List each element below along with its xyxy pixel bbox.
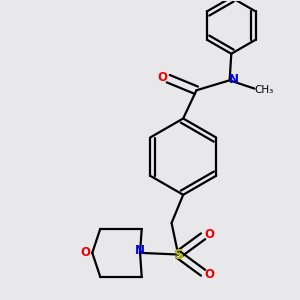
Text: N: N bbox=[229, 73, 238, 86]
Text: O: O bbox=[80, 246, 90, 260]
Text: O: O bbox=[205, 268, 215, 281]
Text: N: N bbox=[134, 244, 144, 257]
Text: O: O bbox=[157, 71, 167, 84]
Text: S: S bbox=[174, 248, 184, 262]
Text: O: O bbox=[205, 228, 215, 241]
Text: CH₃: CH₃ bbox=[254, 85, 273, 94]
